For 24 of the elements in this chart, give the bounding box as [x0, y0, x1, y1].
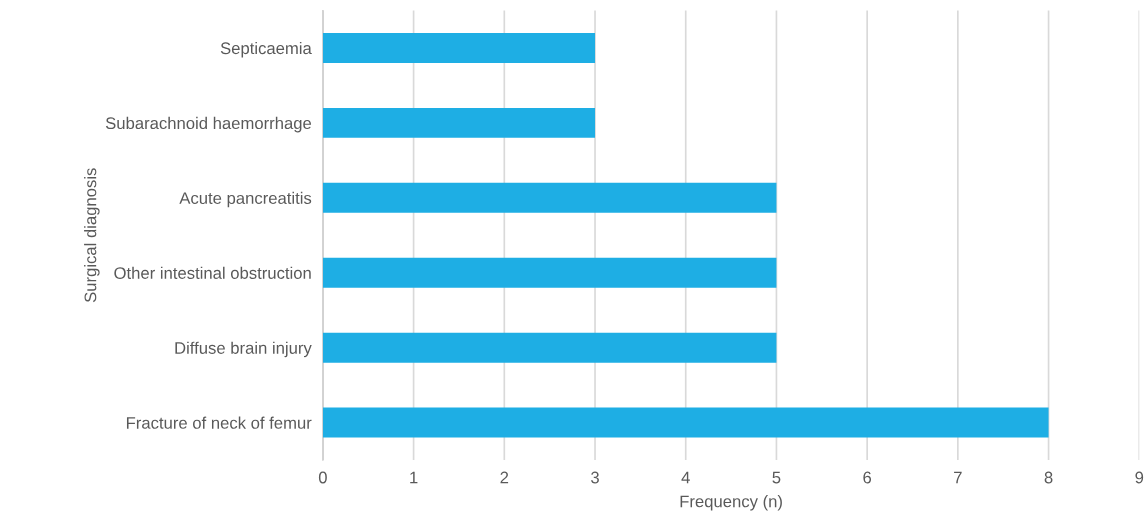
x-tick-label: 3 [591, 471, 599, 484]
x-tick-label: 6 [863, 471, 872, 484]
x-tick-label: 0 [318, 471, 327, 484]
x-axis-title: Frequency (n) [680, 495, 782, 511]
y-tick-label: Subarachnoid haemorrhage [105, 116, 312, 133]
x-tick-label: 4 [681, 471, 690, 484]
x-tick-label: 5 [772, 471, 781, 484]
bar [322, 182, 777, 213]
bar [322, 257, 777, 288]
bar [322, 407, 1049, 438]
x-tick-label: 1 [410, 471, 418, 484]
y-axis-title: Surgical diagnosis [84, 168, 100, 303]
x-tick-label: 8 [1044, 471, 1053, 484]
x-tick-label: 2 [500, 471, 509, 484]
bar [322, 107, 596, 138]
y-tick-label: Acute pancreatitis [179, 191, 312, 208]
x-tick-label: 9 [1135, 471, 1144, 484]
y-tick-label: Diffuse brain injury [175, 341, 312, 358]
y-tick-label: Septicaemia [220, 41, 312, 58]
x-tick-label: 7 [954, 471, 962, 484]
y-tick-label: Fracture of neck of femur [126, 416, 312, 429]
y-tick-label: Other intestinal obstruction [114, 266, 311, 279]
bar [322, 332, 777, 363]
bar [322, 32, 596, 63]
